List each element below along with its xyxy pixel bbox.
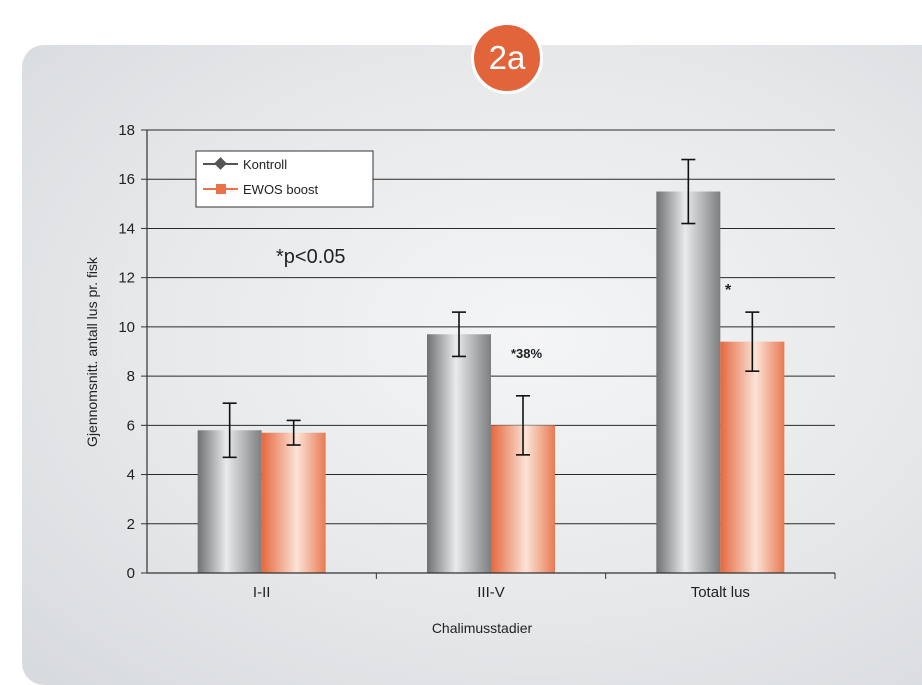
y-tick-label-8: 8 (127, 368, 135, 385)
x-tick-label-2: Totalt lus (691, 584, 750, 601)
bar-ewos-boost-2 (720, 341, 785, 573)
annotation-38-percent: *38% (511, 346, 543, 361)
x-tick-label-1: III-V (477, 584, 505, 601)
x-tick-labels: I-II III-V Totalt lus (253, 573, 836, 601)
y-tick-label-10: 10 (118, 319, 135, 336)
y-axis-title: Gjennomsnitt. antall lus pr. fisk (84, 256, 100, 447)
y-tick-label-0: 0 (127, 565, 135, 582)
y-tick-label-12: 12 (118, 270, 135, 287)
legend-kontroll-label: Kontroll (243, 157, 287, 172)
legend-ewos-label: EWOS boost (243, 182, 319, 197)
legend: Kontroll EWOS boost (195, 150, 374, 208)
legend-ewos-marker (216, 184, 226, 194)
y-tick-label-6: 6 (127, 417, 135, 434)
x-tick-label-0: I-II (253, 584, 271, 601)
bar-kontroll-1 (427, 334, 491, 573)
x-axis-title: Chalimusstadier (432, 620, 533, 636)
bar-ewos-boost-0 (261, 432, 326, 573)
y-tick-label-18: 18 (118, 122, 135, 139)
y-tick-label-4: 4 (127, 467, 135, 484)
y-tick-label-16: 16 (118, 171, 135, 188)
y-tick-label-14: 14 (118, 220, 135, 237)
legend-kontroll-marker (214, 157, 227, 170)
y-tick-label-2: 2 (127, 516, 135, 533)
bar-chart: 0 2 4 6 8 10 12 14 16 18 I-II III-V Totalt lus Gjen… (84, 122, 836, 636)
legend-box (195, 150, 374, 208)
bar-kontroll-2 (656, 191, 721, 573)
annotation-asterisk: * (725, 282, 732, 299)
error-bars (222, 158, 760, 459)
y-tick-labels: 0 2 4 6 8 10 12 14 16 18 (118, 122, 147, 582)
significance-note: *p<0.05 (276, 246, 346, 268)
figure-badge: 2a (471, 22, 543, 94)
